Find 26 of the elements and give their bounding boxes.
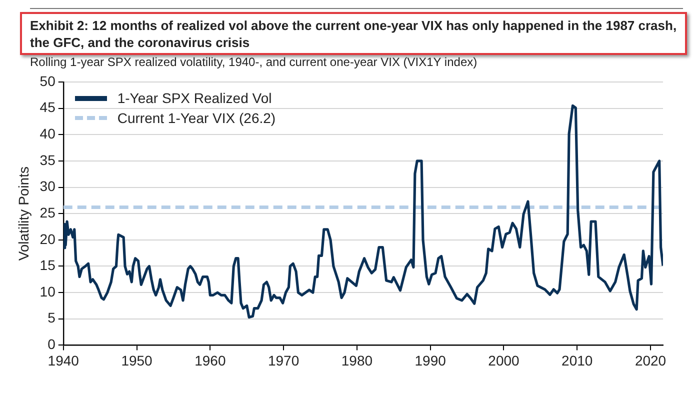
- y-tick-label: 10: [40, 283, 56, 300]
- chart-title: Exhibit 2: 12 months of realized vol above the current one-year VIX has only happened in the 1987 crash, the GFC, and the coronavirus crisis: [30, 17, 678, 51]
- x-tick-label: 2000: [488, 352, 520, 368]
- x-tick-label: 2020: [634, 352, 666, 368]
- x-tick-label: 1970: [268, 352, 300, 368]
- legend-label: 1-Year SPX Realized Vol: [117, 90, 272, 106]
- legend-label: Current 1-Year VIX (26.2): [117, 110, 276, 126]
- x-tick-label: 1980: [341, 352, 373, 368]
- y-tick-label: 25: [40, 204, 56, 220]
- y-tick-label: 15: [40, 257, 56, 274]
- y-tick-label: 30: [40, 178, 56, 194]
- y-tick-label: 20: [40, 230, 56, 247]
- x-tick-label: 1940: [48, 352, 80, 368]
- x-tick-label: 2010: [562, 352, 593, 368]
- outline-frame: Exhibit 2: 12 months of realized vol above the current one-year VIX has only happened in the 1987 crash, the GFC, and the coronavirus crisis: [20, 12, 687, 55]
- y-tick-label: 50: [40, 72, 56, 89]
- y-axis-title: Volatility Points: [15, 166, 32, 261]
- y-tick-label: 45: [40, 99, 56, 116]
- x-tick-label: 1960: [194, 352, 226, 368]
- y-tick-label: 5: [48, 310, 56, 326]
- y-tick-label: 40: [40, 126, 56, 142]
- y-tick-label: 35: [40, 152, 56, 168]
- y-tick-label: 0: [48, 336, 56, 352]
- x-tick-label: 1990: [414, 352, 446, 368]
- chart-subtitle: Rolling 1-year SPX realized volatility, 1940-, and current one-year VIX (VIX1Y index): [30, 55, 478, 70]
- x-tick-label: 1950: [121, 352, 153, 368]
